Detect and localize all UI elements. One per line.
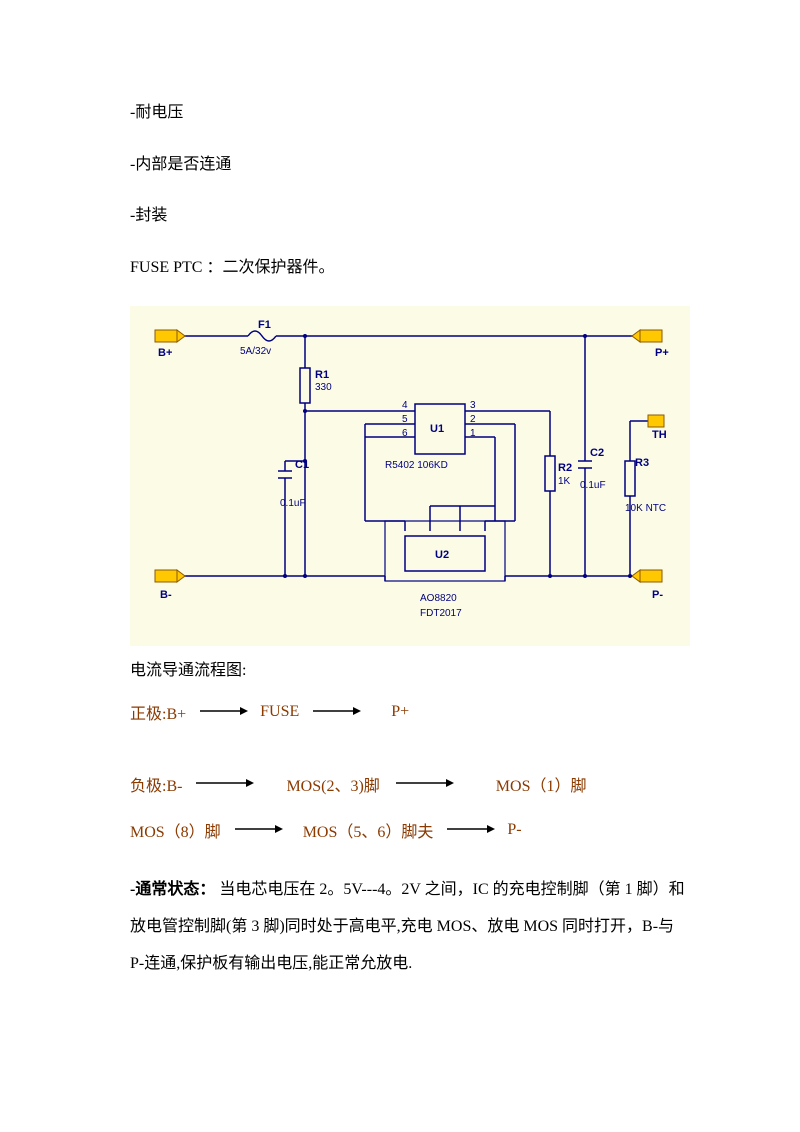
flow-item: P- xyxy=(507,821,521,839)
flow-item: 负极:B- xyxy=(130,772,182,796)
svg-text:5: 5 xyxy=(402,414,408,425)
arrow-icon xyxy=(194,775,254,793)
circuit-diagram: F1 5A/32v B+ P+ R1 330 C1 0.1uF xyxy=(130,306,690,646)
flow-row-2: 负极:B- MOS(2、3)脚 MOS（1）脚 xyxy=(130,772,690,796)
svg-text:R2: R2 xyxy=(558,462,572,474)
bullet-3: -封装 xyxy=(130,203,690,229)
svg-text:B+: B+ xyxy=(158,347,172,359)
arrow-icon xyxy=(198,703,248,721)
arrow-icon xyxy=(445,821,495,839)
arrow-icon xyxy=(311,703,361,721)
svg-text:P-: P- xyxy=(652,589,663,601)
svg-text:0.1uF: 0.1uF xyxy=(280,498,306,509)
svg-text:C2: C2 xyxy=(590,447,604,459)
svg-text:5A/32v: 5A/32v xyxy=(240,346,271,357)
svg-text:10K NTC: 10K NTC xyxy=(625,503,666,514)
flow-item: MOS(2、3)脚 xyxy=(286,772,379,796)
bullet-4: FUSE PTC ：二次保护器件。 xyxy=(130,255,690,281)
svg-text:2: 2 xyxy=(470,414,476,425)
svg-text:AO8820: AO8820 xyxy=(420,593,457,604)
svg-text:P+: P+ xyxy=(655,347,669,359)
svg-text:0.1uF: 0.1uF xyxy=(580,480,606,491)
svg-text:1K: 1K xyxy=(558,476,571,487)
svg-text:FDT2017: FDT2017 xyxy=(420,608,462,619)
svg-text:1: 1 xyxy=(470,428,476,439)
flow-item: MOS（5、6）脚夫 xyxy=(303,818,434,842)
svg-text:U1: U1 xyxy=(430,423,444,435)
flow-item: FUSE xyxy=(260,703,299,721)
paragraph-normal-state: -通常状态： 当电芯电压在 2。5V---4。2V 之间，IC 的充电控制脚（第… xyxy=(130,872,690,982)
flow-row-3: MOS（8）脚 MOS（5、6）脚夫 P- xyxy=(130,818,690,842)
arrow-icon xyxy=(394,775,454,793)
svg-text:R1: R1 xyxy=(315,369,329,381)
bullet-2: -内部是否连通 xyxy=(130,152,690,178)
svg-text:6: 6 xyxy=(402,428,408,439)
flow-row-1: 正极:B+ FUSE P+ xyxy=(130,700,690,724)
bullet-1: -耐电压 xyxy=(130,100,690,126)
flow-title: 电流导通流程图: xyxy=(130,656,690,680)
flow-item: MOS（1）脚 xyxy=(496,772,587,796)
flow-item: 正极:B+ xyxy=(130,700,186,724)
flow-item: MOS（8）脚 xyxy=(130,818,221,842)
svg-text:3: 3 xyxy=(470,400,476,411)
svg-text:F1: F1 xyxy=(258,319,271,331)
svg-text:R5402 106KD: R5402 106KD xyxy=(385,460,448,471)
svg-text:330: 330 xyxy=(315,382,332,393)
paragraph-lead: -通常状态： xyxy=(130,881,215,898)
arrow-icon xyxy=(233,821,283,839)
svg-text:TH: TH xyxy=(652,429,667,441)
svg-text:B-: B- xyxy=(160,589,172,601)
flow-item: P+ xyxy=(391,703,409,721)
svg-text:R3: R3 xyxy=(635,457,649,469)
svg-text:4: 4 xyxy=(402,400,408,411)
svg-text:U2: U2 xyxy=(435,549,449,561)
